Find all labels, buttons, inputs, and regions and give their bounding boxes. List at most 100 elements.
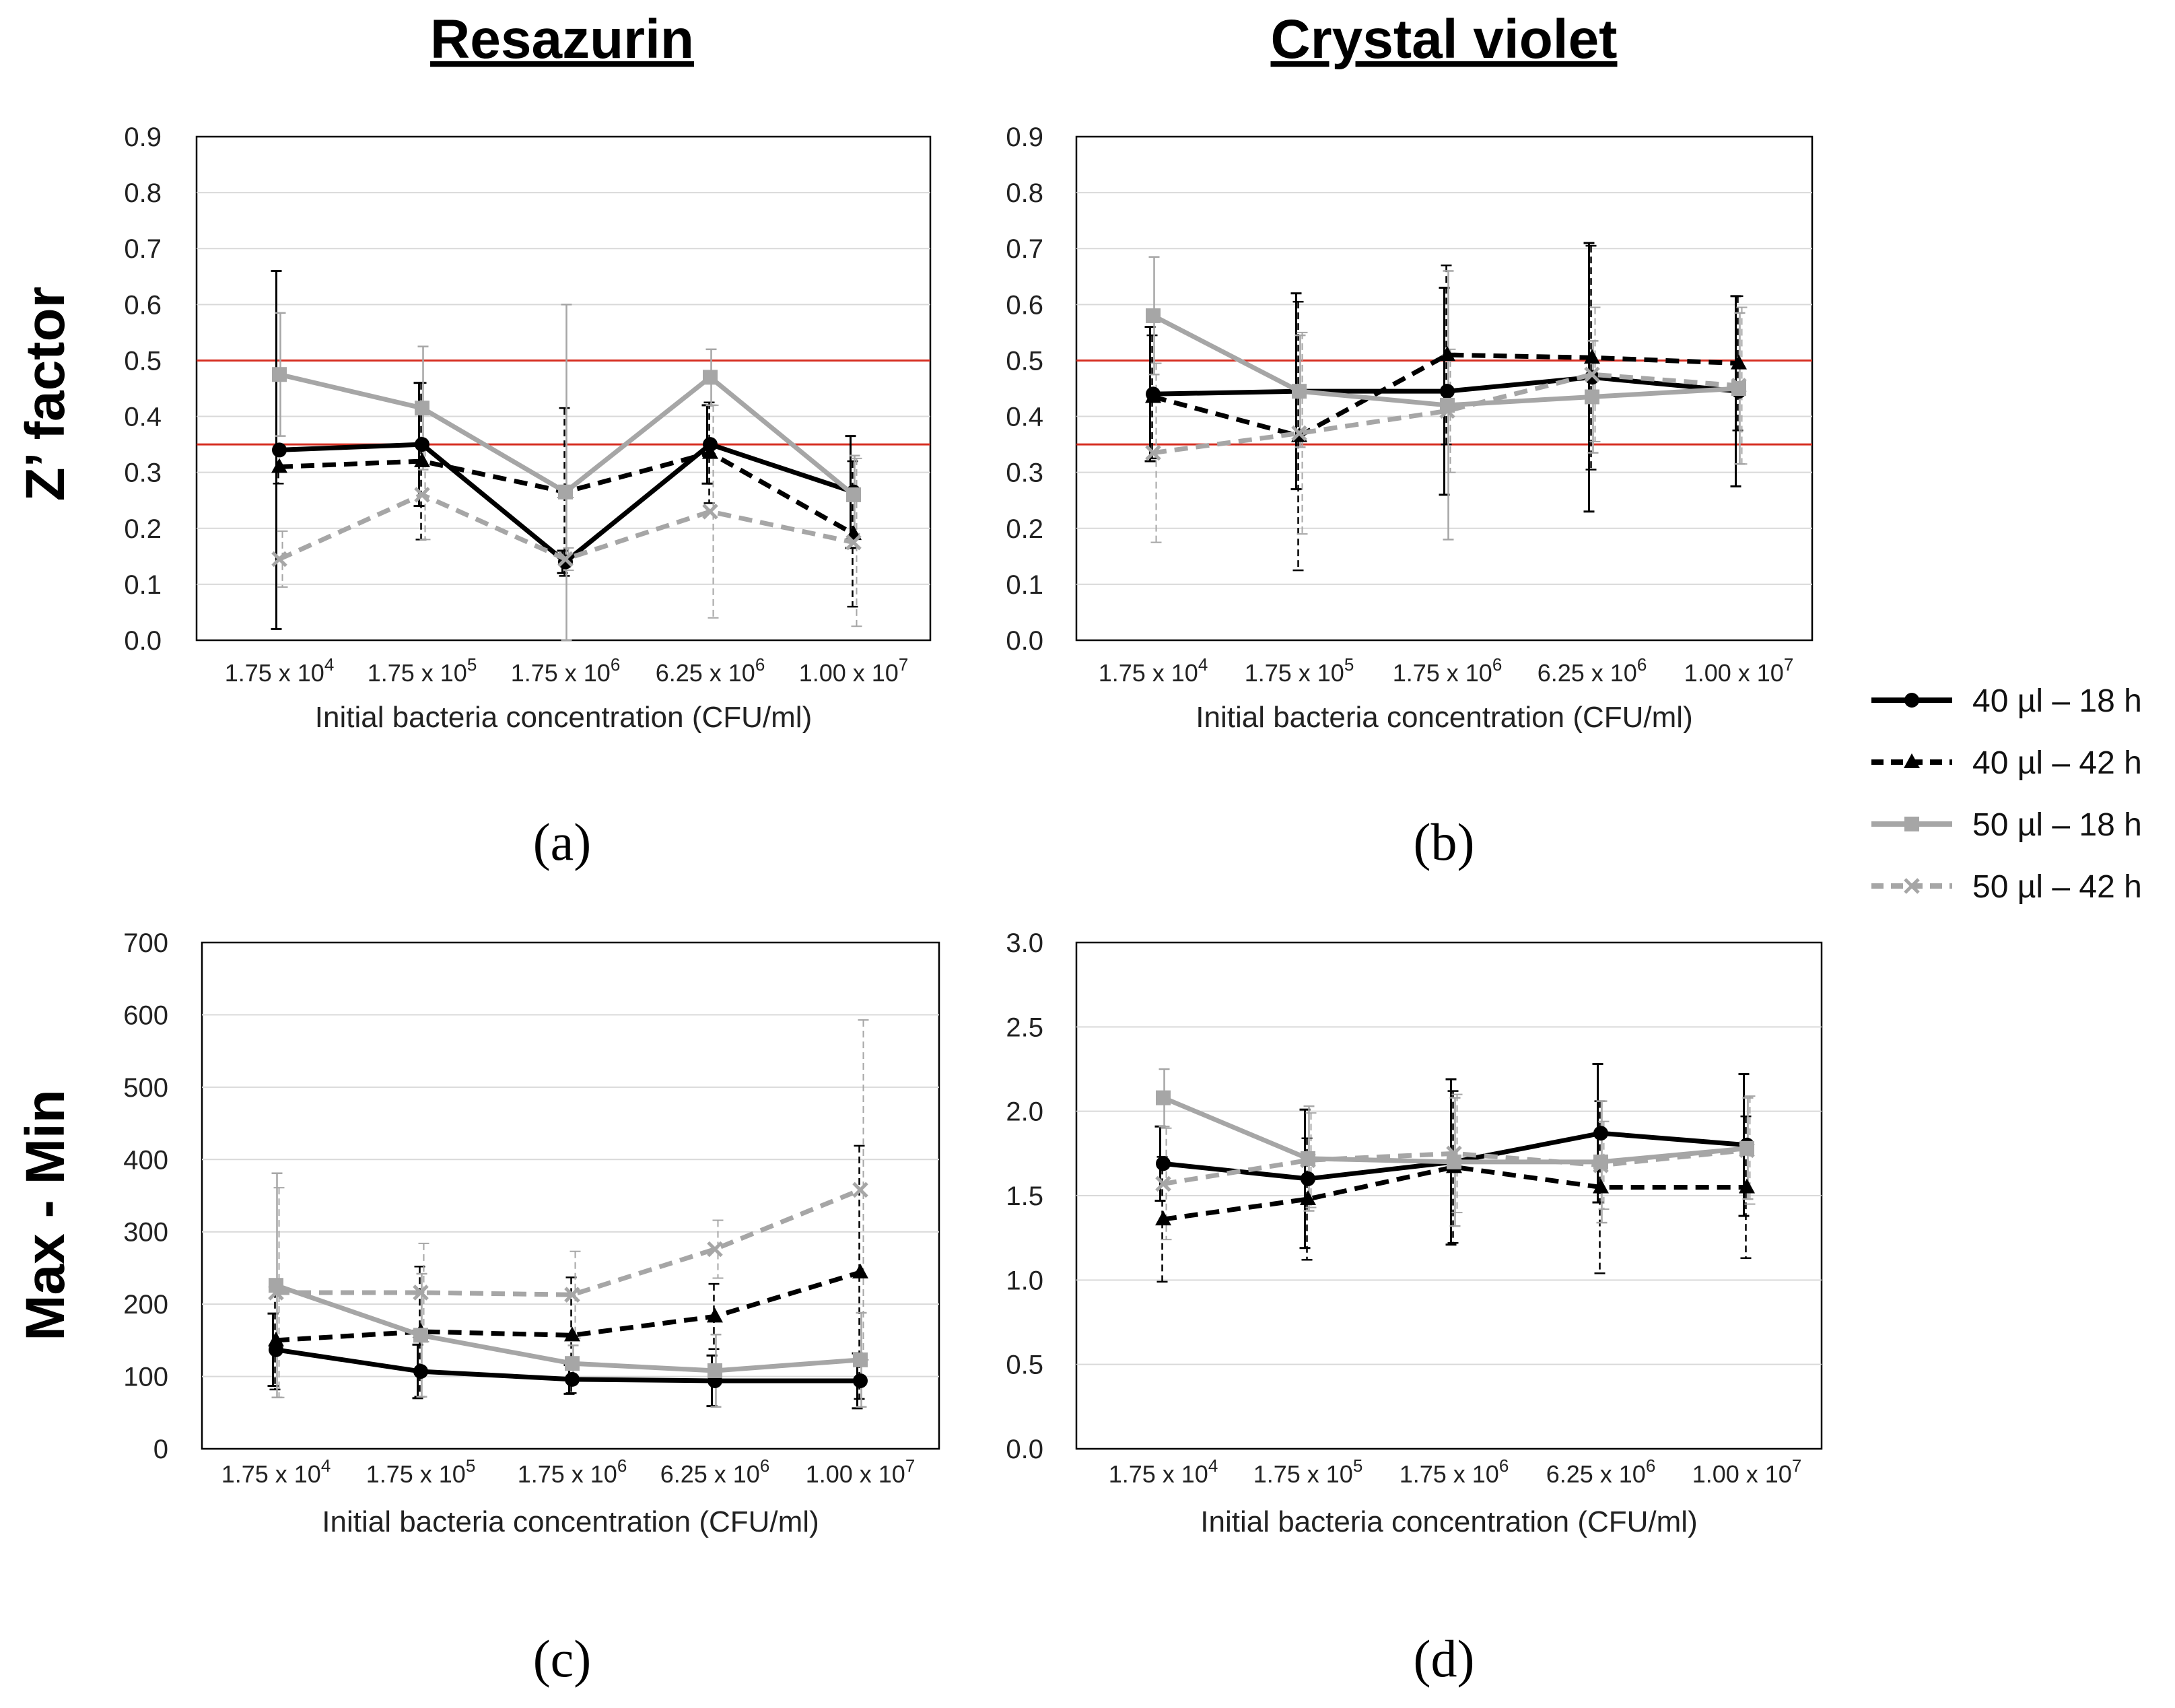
chart-b: 0.0 0.1 0.2 0.3 0.4 0.5 0.6 0.7 0.8 0.9 1.75 x 104…	[1006, 123, 1814, 734]
legend-marker	[1904, 753, 1920, 768]
data-point	[557, 551, 574, 568]
data-point	[1584, 349, 1600, 364]
data-point	[1439, 346, 1455, 362]
y-tick-label: 0.1	[124, 570, 162, 600]
y-tick-label: 0.8	[1006, 178, 1043, 208]
legend-marker	[1904, 693, 1919, 708]
x-tick-label: 6.25 x 106	[1546, 1456, 1656, 1488]
data-point	[1156, 1090, 1171, 1105]
y-tick-label: 0.5	[1006, 1351, 1043, 1380]
y-tick-label: 0.7	[1006, 234, 1043, 264]
data-point	[703, 370, 718, 385]
error-bar	[712, 1219, 724, 1279]
data-point	[1156, 1156, 1171, 1171]
x-tick-label: 1.75 x 106	[518, 1456, 627, 1488]
y-tick-label: 0.0	[1006, 1435, 1043, 1464]
y-tick-label: 0.4	[124, 403, 162, 432]
data-point	[1584, 366, 1600, 382]
data-point	[1300, 1190, 1316, 1206]
x-tick-label: 1.75 x 105	[366, 1456, 476, 1488]
row-title-max-min: Max - Min	[15, 1089, 76, 1341]
data-point	[852, 1182, 868, 1198]
data-point	[1731, 354, 1747, 370]
series-line	[1163, 1164, 1747, 1222]
x-tick-label: 6.25 x 106	[1538, 654, 1647, 687]
x-tick-label: 1.00 x 107	[1684, 654, 1794, 687]
error-bar	[273, 1187, 285, 1398]
x-axis-label: Initial bacteria concentration (CFU/ml)	[1200, 1505, 1697, 1538]
data-point	[564, 1326, 580, 1342]
y-tick-label: 0.9	[1006, 123, 1043, 152]
data-point	[268, 1331, 284, 1346]
x-tick-label: 1.00 x 107	[806, 1456, 916, 1488]
legend-marker	[1904, 878, 1920, 894]
data-point	[702, 504, 718, 520]
data-point	[565, 1356, 580, 1371]
legend-item: 50 µl – 42 h	[1871, 869, 2142, 905]
series-line	[275, 1270, 862, 1343]
data-point	[846, 487, 861, 502]
data-point	[845, 534, 862, 551]
row-title-z-factor: Z’ factor	[15, 287, 76, 502]
data-point	[1145, 444, 1161, 461]
y-tick-label: 1.0	[1006, 1266, 1043, 1295]
y-tick-label: 0.0	[124, 626, 162, 656]
data-point	[558, 484, 573, 500]
data-point	[414, 452, 430, 468]
y-tick-label: 300	[123, 1218, 168, 1248]
data-point	[707, 1307, 723, 1323]
data-point	[707, 1241, 723, 1258]
data-point	[1739, 1142, 1755, 1159]
y-tick-label: 700	[123, 928, 168, 958]
y-tick-label: 0.6	[1006, 290, 1043, 320]
data-point	[1291, 425, 1307, 442]
x-tick-label: 6.25 x 106	[660, 1456, 770, 1488]
error-bar	[559, 407, 570, 577]
legend-label: 40 µl – 42 h	[1972, 745, 2142, 781]
column-title-resazurin: Resazurin	[430, 9, 694, 70]
legend-item: 50 µl – 18 h	[1871, 807, 2142, 843]
y-tick-label: 0.4	[1006, 403, 1043, 432]
data-point	[565, 1371, 580, 1387]
y-tick-label: 200	[123, 1290, 168, 1320]
y-tick-label: 0.0	[1006, 626, 1043, 656]
data-point	[702, 444, 718, 459]
x-axis-label: Initial bacteria concentration (CFU/ml)	[322, 1505, 819, 1538]
legend-item: 40 µl – 18 h	[1871, 683, 2142, 719]
data-point	[413, 1364, 428, 1379]
y-tick-label: 0.3	[124, 458, 162, 488]
data-point	[1439, 403, 1455, 419]
x-tick-label: 1.75 x 104	[225, 654, 335, 687]
x-tick-label: 1.00 x 107	[799, 654, 909, 687]
data-point	[1146, 308, 1161, 323]
y-tick-label: 0	[153, 1435, 168, 1464]
data-point	[1440, 384, 1455, 399]
data-point	[415, 401, 429, 416]
data-point	[271, 458, 287, 473]
data-point	[1292, 384, 1307, 399]
data-point	[1731, 378, 1747, 394]
data-point	[271, 551, 287, 568]
y-tick-label: 0.9	[124, 123, 162, 152]
series-line	[276, 1188, 862, 1297]
x-tick-label: 1.75 x 106	[511, 654, 621, 687]
y-tick-label: 0.5	[124, 346, 162, 376]
chart-c: 0 100 200 300 400 500 600 700 1.75 x 104 1.75 x 1…	[123, 928, 940, 1538]
legend-label: 50 µl – 42 h	[1972, 869, 2142, 905]
y-tick-label: 2.0	[1006, 1097, 1043, 1127]
data-point	[1145, 388, 1161, 403]
data-point	[853, 1373, 868, 1389]
y-tick-label: 1.5	[1006, 1182, 1043, 1211]
x-tick-label: 1.00 x 107	[1692, 1456, 1802, 1488]
x-tick-label: 1.75 x 104	[1099, 654, 1208, 687]
data-point	[564, 1287, 580, 1303]
x-tick-label: 1.75 x 105	[368, 654, 477, 687]
data-point	[268, 1285, 284, 1301]
x-tick-label: 1.75 x 106	[1400, 1456, 1509, 1488]
x-tick-label: 1.75 x 105	[1253, 1456, 1363, 1488]
x-tick-label: 1.75 x 106	[1393, 654, 1503, 687]
x-tick-label: 1.75 x 104	[1109, 1456, 1218, 1488]
x-axis-label: Initial bacteria concentration (CFU/ml)	[1196, 701, 1692, 734]
y-tick-label: 0.2	[124, 514, 162, 544]
